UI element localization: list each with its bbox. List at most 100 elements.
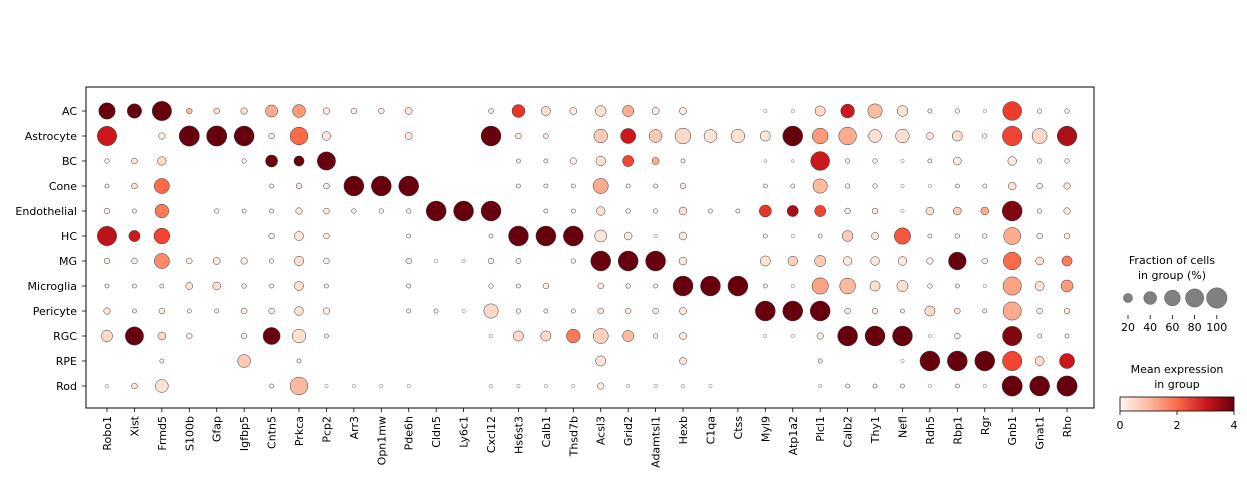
dot	[590, 250, 611, 272]
dot	[265, 154, 278, 168]
dot	[787, 255, 798, 267]
dot	[489, 334, 493, 338]
dot	[954, 332, 961, 340]
gene-label: Grid2	[622, 416, 635, 446]
dot	[653, 384, 658, 388]
dot	[98, 102, 116, 120]
color-legend: Mean expression in group 0 2 4	[1117, 363, 1238, 432]
dot	[515, 258, 522, 264]
colorbar	[1119, 396, 1235, 412]
dot	[1002, 276, 1022, 296]
dot	[926, 132, 934, 140]
gene-label: Prkca	[293, 416, 306, 446]
size-legend-label: 100	[1206, 321, 1227, 334]
dot	[814, 105, 826, 117]
dot	[569, 157, 577, 165]
dot	[125, 326, 144, 346]
dot	[157, 156, 167, 166]
gene-label: Gnat1	[1034, 416, 1047, 450]
dot	[622, 330, 635, 342]
dot	[735, 208, 741, 214]
dot	[653, 234, 658, 238]
gene-label: Hexb	[677, 416, 690, 444]
dot	[269, 183, 274, 189]
dot	[871, 232, 879, 240]
dot	[1007, 156, 1017, 166]
dot	[1002, 101, 1022, 121]
dot	[1063, 182, 1071, 190]
dot	[571, 384, 576, 388]
size-legend-dot	[1206, 287, 1228, 309]
group-label: HC	[61, 230, 77, 243]
dot	[790, 183, 796, 189]
dot	[763, 183, 768, 189]
dot	[955, 183, 960, 189]
dot	[927, 158, 933, 164]
dot	[1002, 200, 1023, 222]
dot	[653, 183, 658, 189]
dot	[322, 107, 330, 115]
size-legend-dot	[1143, 291, 1157, 305]
gene-label: Thsd7b	[567, 416, 580, 457]
dot	[488, 283, 494, 289]
dot	[1059, 353, 1075, 369]
dot	[592, 328, 609, 344]
dot	[763, 233, 768, 239]
color-legend-title: Mean expression	[1131, 363, 1224, 376]
dot	[516, 384, 521, 388]
dot	[679, 332, 687, 340]
gene-label: Adamtsl1	[650, 416, 663, 468]
dot	[543, 384, 548, 388]
dot	[513, 330, 524, 342]
gene-label: Myl9	[759, 416, 772, 442]
gene-label: Arr3	[348, 416, 361, 439]
dot	[1064, 158, 1070, 164]
dot	[622, 155, 635, 167]
group-labels: AC Astrocyte BC Cone Endothelial HC MG Microgli…	[15, 105, 86, 393]
dot	[322, 307, 330, 315]
gene-label: Opn1mw	[375, 416, 388, 465]
dot	[101, 330, 113, 342]
dot	[837, 325, 858, 347]
dot	[868, 129, 882, 143]
dot	[213, 107, 220, 115]
gene-label: Cxcl12	[485, 416, 498, 453]
dot	[759, 130, 771, 142]
gene-label: Frmd5	[156, 416, 169, 451]
size-legend-dot	[1164, 289, 1181, 307]
dot	[924, 305, 936, 317]
dot	[947, 350, 968, 372]
dot	[759, 255, 771, 267]
dot	[648, 129, 663, 143]
dot	[679, 357, 687, 365]
group-label: RPE	[56, 355, 77, 368]
dot	[543, 133, 549, 139]
main-plot: AC Astrocyte BC Cone Endothelial HC MG Microgli…	[15, 86, 1095, 468]
size-legend-subtitle: in group (%)	[1138, 269, 1206, 282]
gene-label: Igfbp5	[238, 416, 251, 451]
dot	[919, 350, 941, 372]
dot	[132, 308, 137, 314]
dot	[155, 379, 169, 393]
dot	[790, 284, 795, 288]
dot	[241, 283, 247, 289]
dot	[269, 208, 274, 214]
dot	[268, 307, 275, 315]
size-legend-dots: 20 40 60 80 100	[1121, 287, 1228, 334]
dot	[1060, 279, 1074, 293]
dot	[982, 308, 988, 314]
dot	[128, 230, 141, 242]
dot	[953, 156, 962, 166]
colorbar-ticks: 0 2 4	[1117, 411, 1238, 432]
dot	[817, 358, 823, 364]
dot	[1034, 281, 1045, 291]
dot	[154, 203, 169, 219]
dot	[511, 104, 526, 118]
dot	[896, 105, 909, 117]
dot	[151, 101, 172, 121]
dot	[595, 155, 606, 167]
dot	[343, 175, 365, 197]
gene-label: Robo1	[101, 416, 114, 451]
dot	[268, 132, 275, 140]
